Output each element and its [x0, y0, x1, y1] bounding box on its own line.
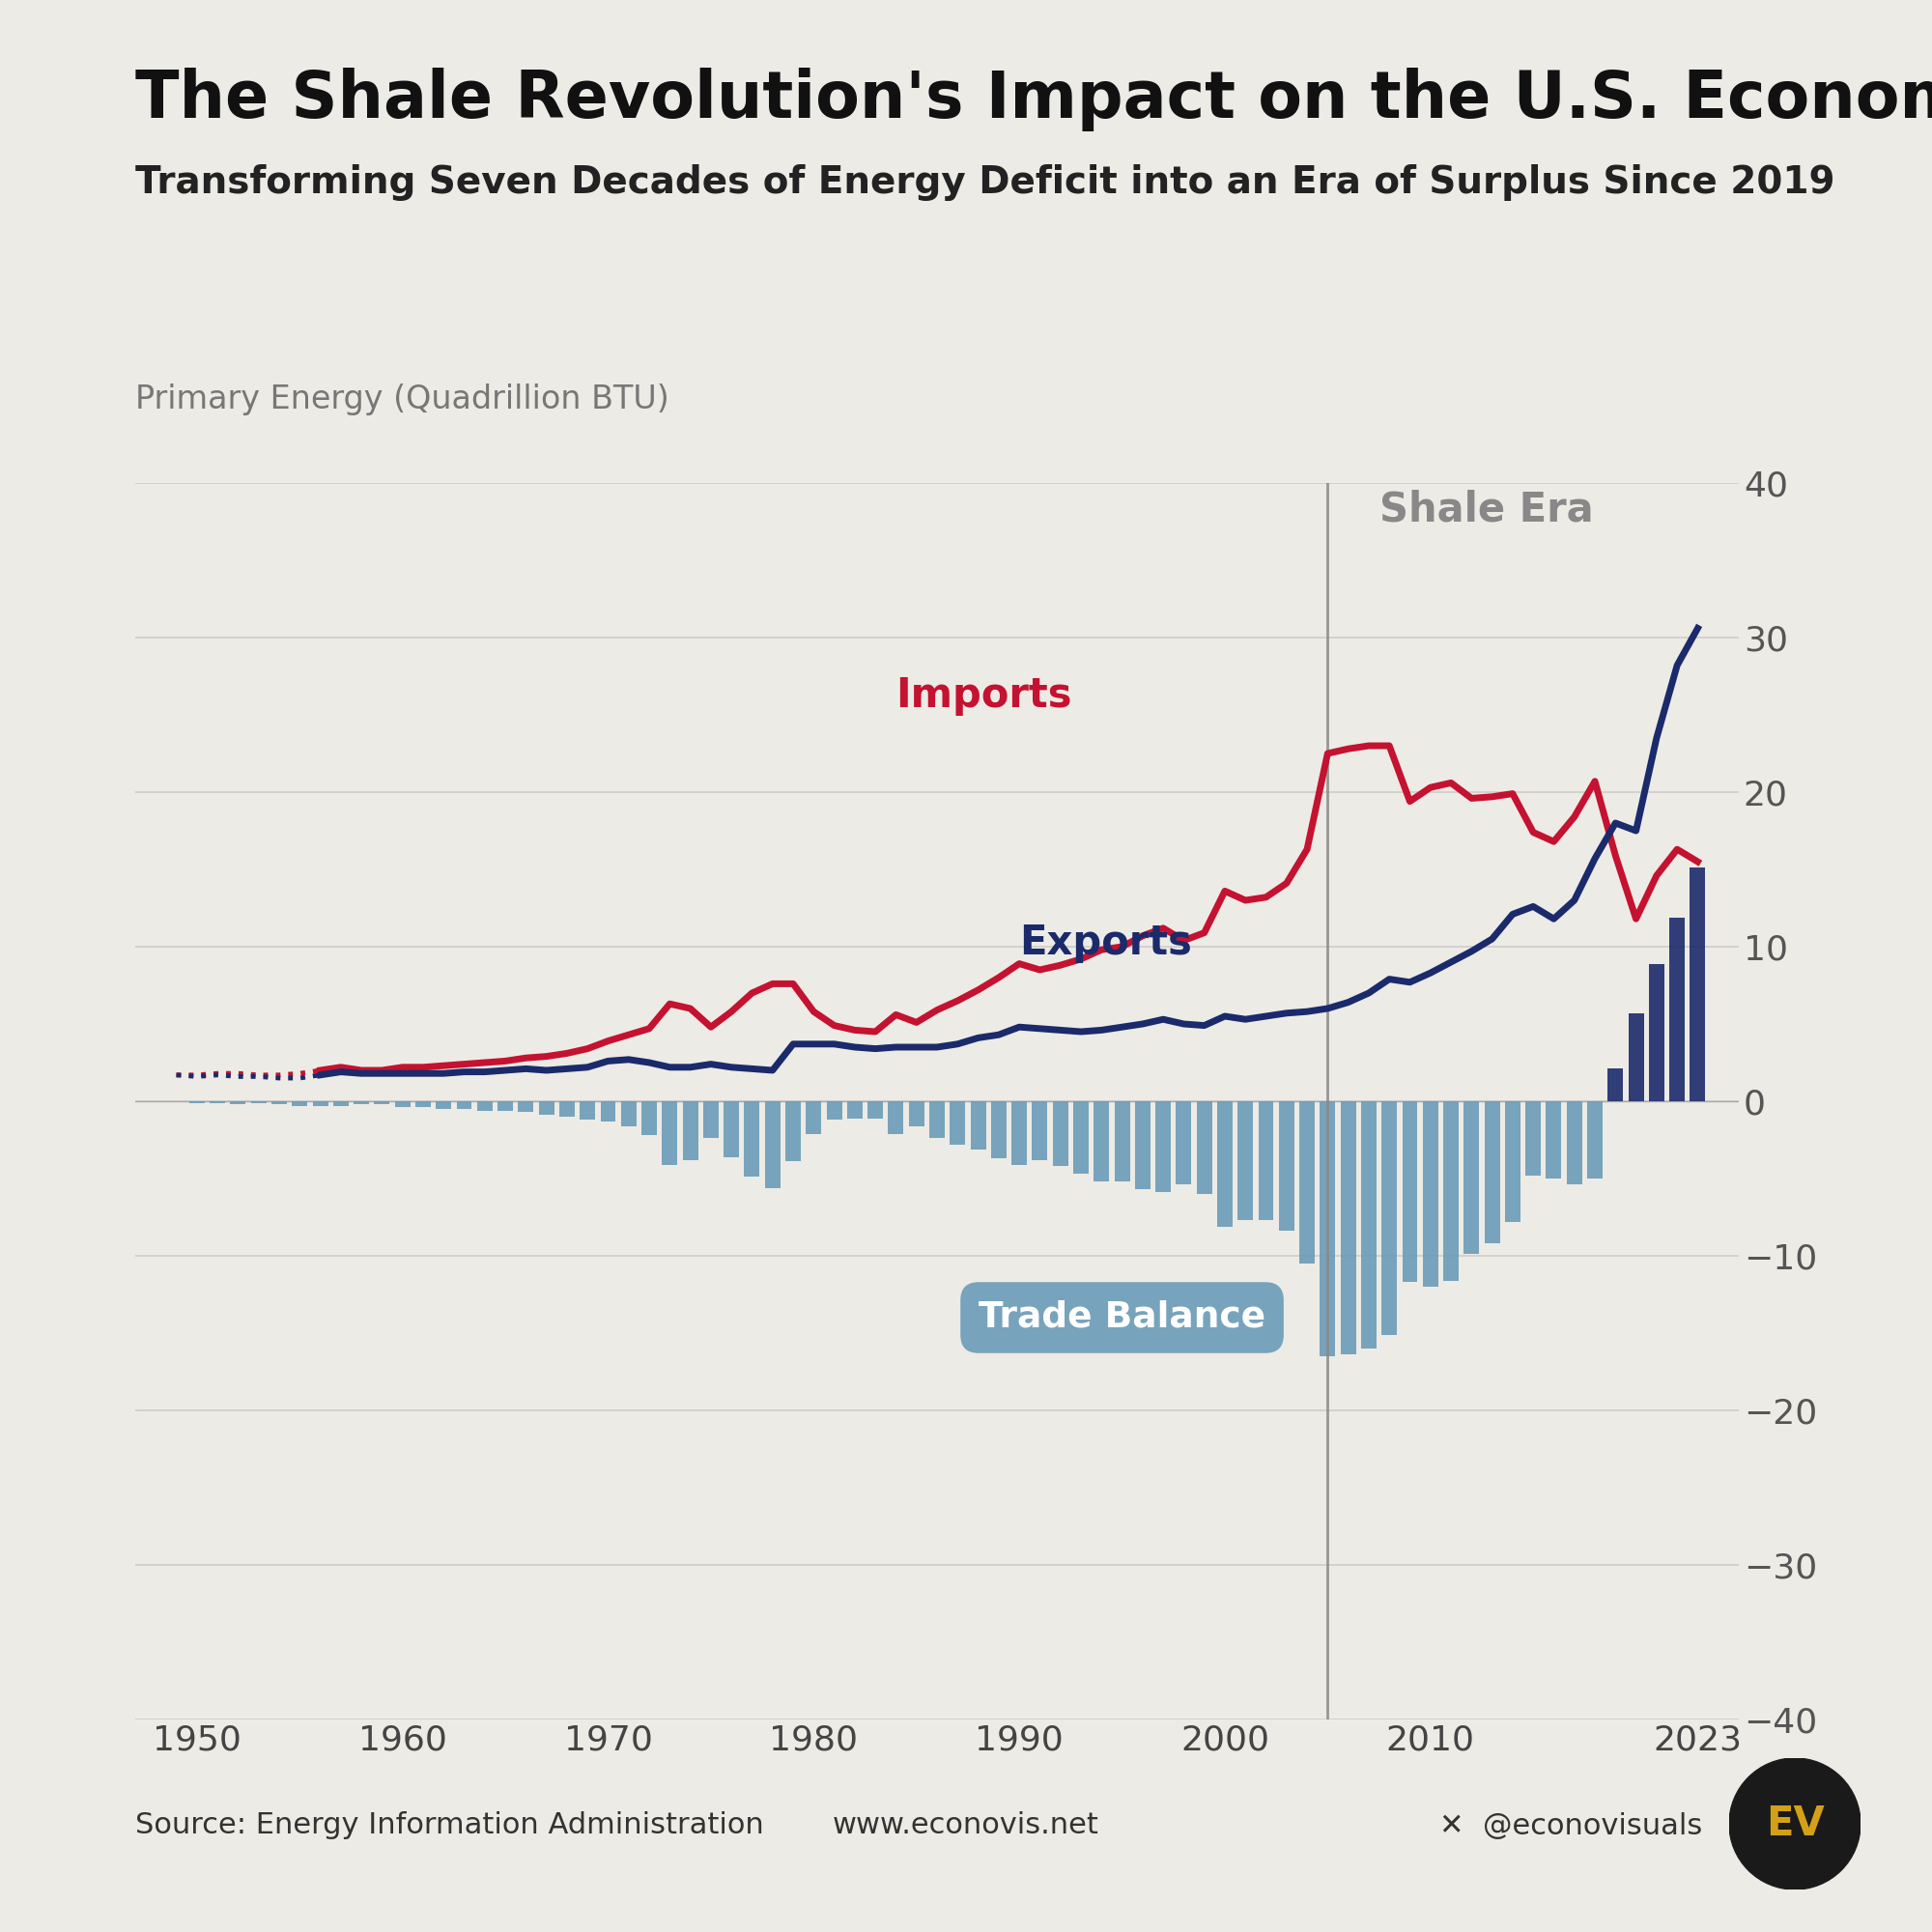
Text: Trade Balance: Trade Balance	[978, 1300, 1265, 1335]
Bar	[437, 1101, 452, 1109]
Bar	[703, 1101, 719, 1138]
Bar	[1072, 1101, 1088, 1175]
Bar	[1648, 964, 1663, 1101]
Text: EV: EV	[1766, 1804, 1824, 1843]
Text: Transforming Seven Decades of Energy Deficit into an Era of Surplus Since 2019: Transforming Seven Decades of Energy Def…	[135, 164, 1835, 201]
Text: Source: Energy Information Administration: Source: Energy Information Administratio…	[135, 1812, 763, 1839]
Bar	[1526, 1101, 1542, 1175]
Bar	[601, 1101, 616, 1121]
Bar	[1546, 1101, 1561, 1179]
Bar	[332, 1101, 348, 1105]
Bar	[1177, 1101, 1192, 1184]
Bar	[580, 1101, 595, 1121]
Bar	[1567, 1101, 1582, 1184]
Text: Exports: Exports	[1020, 923, 1192, 962]
Bar	[1629, 1012, 1644, 1101]
Bar	[682, 1101, 697, 1159]
Bar	[1032, 1101, 1047, 1159]
Bar	[415, 1101, 431, 1107]
Bar	[1403, 1101, 1418, 1283]
Bar	[991, 1101, 1007, 1159]
Bar	[846, 1101, 862, 1119]
Text: www.econovis.net: www.econovis.net	[833, 1812, 1099, 1839]
Bar	[1588, 1101, 1604, 1179]
Bar	[375, 1101, 390, 1105]
Bar	[230, 1101, 245, 1105]
Bar	[1300, 1101, 1316, 1264]
Bar	[663, 1101, 678, 1165]
Bar	[970, 1101, 985, 1150]
Bar	[744, 1101, 759, 1177]
Bar	[558, 1101, 574, 1117]
Bar	[1381, 1101, 1397, 1335]
Bar	[456, 1101, 471, 1109]
Bar	[1115, 1101, 1130, 1182]
Bar	[1422, 1101, 1437, 1287]
Bar	[1012, 1101, 1028, 1165]
Bar	[1053, 1101, 1068, 1167]
Text: ✕  @econovisuals: ✕ @econovisuals	[1439, 1812, 1702, 1839]
Bar	[641, 1101, 657, 1136]
Bar	[1217, 1101, 1233, 1227]
Text: The Shale Revolution's Impact on the U.S. Economy: The Shale Revolution's Impact on the U.S…	[135, 68, 1932, 131]
Bar	[1196, 1101, 1211, 1194]
Bar	[929, 1101, 945, 1138]
Bar	[1341, 1101, 1356, 1354]
Bar	[1279, 1101, 1294, 1231]
Bar	[1360, 1101, 1376, 1349]
Bar	[394, 1101, 410, 1107]
Bar	[1484, 1101, 1499, 1244]
Bar	[1464, 1101, 1480, 1254]
Bar	[518, 1101, 533, 1113]
Bar	[1607, 1068, 1623, 1101]
Bar	[867, 1101, 883, 1119]
Bar	[1258, 1101, 1273, 1221]
Text: Imports: Imports	[896, 676, 1072, 715]
Text: Primary Energy (Quadrillion BTU): Primary Energy (Quadrillion BTU)	[135, 383, 668, 415]
Bar	[827, 1101, 842, 1121]
Bar	[1443, 1101, 1459, 1281]
Bar	[1690, 867, 1706, 1101]
Text: Shale Era: Shale Era	[1379, 489, 1594, 529]
Bar	[1669, 918, 1685, 1101]
Bar	[806, 1101, 821, 1134]
Bar	[620, 1101, 636, 1126]
Bar	[1320, 1101, 1335, 1356]
Bar	[786, 1101, 802, 1161]
Bar	[477, 1101, 493, 1111]
Bar	[765, 1101, 781, 1188]
Bar	[951, 1101, 966, 1144]
Bar	[354, 1101, 369, 1105]
Bar	[539, 1101, 554, 1115]
Circle shape	[1729, 1758, 1861, 1889]
Bar	[1094, 1101, 1109, 1182]
Bar	[1238, 1101, 1254, 1221]
Bar	[889, 1101, 904, 1134]
Bar	[292, 1101, 307, 1105]
Bar	[724, 1101, 740, 1157]
Bar	[908, 1101, 923, 1126]
Bar	[1155, 1101, 1171, 1192]
Bar	[1505, 1101, 1520, 1221]
Bar	[498, 1101, 514, 1111]
Bar	[313, 1101, 328, 1105]
Bar	[1134, 1101, 1150, 1190]
Bar	[270, 1101, 286, 1105]
